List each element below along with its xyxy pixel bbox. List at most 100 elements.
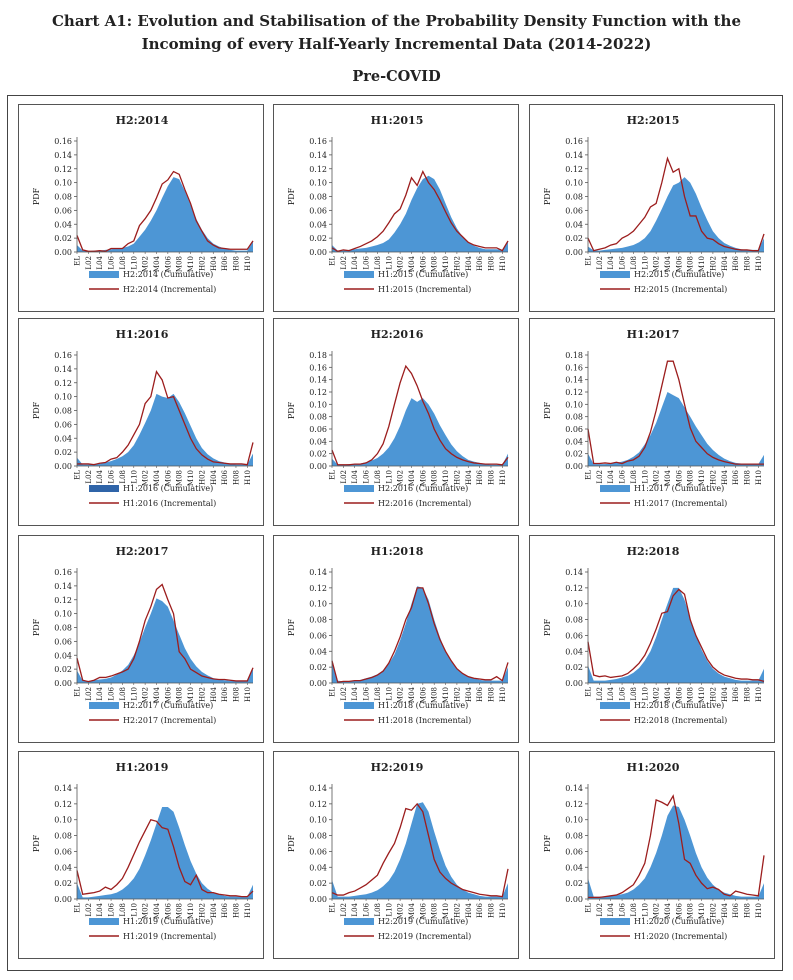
legend-incremental-label: H1:2015 (Incremental) — [378, 285, 471, 294]
y-tick-label: 0.08 — [309, 832, 327, 841]
x-tick-label: L04 — [351, 469, 359, 483]
y-tick-label: 0.04 — [54, 220, 72, 229]
y-tick-label: 0.10 — [54, 393, 72, 402]
y-tick-label: 0.14 — [565, 151, 583, 160]
legend-cumulative-label: H2:2019 (Cumulative) — [378, 917, 468, 926]
y-tick-label: 0.08 — [565, 413, 583, 422]
x-tick-label: H02 — [198, 687, 206, 702]
x-tick-label: L08 — [374, 687, 382, 701]
panel-title: H1:2020 — [627, 761, 680, 774]
y-tick-label: 0.00 — [54, 895, 72, 904]
x-tick-label: L06 — [363, 469, 371, 483]
y-tick-label: 0.00 — [309, 679, 327, 688]
legend-cumulative-swatch — [344, 702, 374, 709]
x-tick-label: M08 — [687, 470, 695, 486]
y-tick-label: 0.06 — [565, 631, 583, 640]
y-tick-label: 0.02 — [309, 450, 327, 459]
x-tick-label: H06 — [476, 255, 484, 271]
x-tick-label: L06 — [363, 686, 371, 700]
x-tick-label: M02 — [397, 256, 405, 272]
y-tick-label: 0.12 — [54, 596, 72, 605]
y-tick-label: 0.06 — [565, 206, 583, 215]
y-tick-label: 0.12 — [309, 584, 327, 593]
x-tick-label: M04 — [408, 902, 416, 919]
x-tick-label: M06 — [164, 469, 172, 486]
x-tick-label: H10 — [499, 470, 507, 485]
x-tick-label: L04 — [351, 902, 359, 916]
incremental-line — [76, 583, 254, 683]
x-tick-label: M02 — [142, 687, 150, 703]
y-tick-label: 0.12 — [309, 165, 327, 174]
y-tick-label: 0.12 — [565, 388, 583, 397]
x-tick-label: H02 — [453, 687, 461, 702]
y-tick-label: 0.06 — [309, 631, 327, 640]
panel-title: H2:2019 — [371, 761, 424, 774]
x-tick-label: M08 — [431, 256, 439, 272]
x-tick-label: L02 — [85, 256, 93, 270]
y-tick-label: 0.06 — [54, 637, 72, 646]
x-tick-label: H10 — [244, 256, 252, 271]
chart-panel-h1-2015: H1:2015 0.00 0.02 0.04 0.06 0.08 0.10 0.12 0.14 0… — [273, 104, 519, 312]
chart-svg: H2:2016 0.00 0.02 0.04 0.06 0.08 0.10 0.12 0.14 0… — [287, 328, 509, 508]
legend-cumulative-label: H2:2015 (Cumulative) — [634, 270, 724, 279]
x-tick-label: M02 — [653, 470, 661, 486]
y-tick-label: 0.14 — [309, 784, 327, 793]
x-tick-label: M08 — [687, 256, 695, 272]
x-tick-label: L10 — [130, 903, 138, 917]
x-tick-label: M06 — [675, 902, 683, 919]
x-tick-label: M10 — [187, 903, 195, 919]
x-tick-label: M06 — [675, 469, 683, 486]
x-tick-label: M06 — [675, 255, 683, 272]
y-tick-label: 0.08 — [54, 624, 72, 633]
x-tick-label: H06 — [732, 902, 740, 918]
x-tick-label: M08 — [176, 903, 184, 919]
y-tick-label: 0.02 — [54, 234, 72, 243]
x-tick-label: H04 — [210, 686, 218, 702]
x-tick-label: H02 — [453, 470, 461, 485]
y-tick-label: 0.04 — [565, 220, 583, 229]
legend-incremental-label: H2:2019 (Incremental) — [378, 932, 471, 941]
y-tick-label: 0.10 — [565, 179, 583, 188]
panel-title: H1:2017 — [627, 328, 680, 341]
legend-cumulative-swatch — [89, 271, 119, 278]
y-axis-label: PDF — [287, 618, 296, 636]
x-tick-label: H04 — [721, 255, 729, 271]
x-tick-label: M06 — [419, 469, 427, 486]
x-tick-label: H02 — [198, 256, 206, 271]
x-tick-label: H04 — [721, 469, 729, 485]
y-tick-label: 0.04 — [309, 220, 327, 229]
x-tick-label: L08 — [374, 903, 382, 917]
x-tick-label: M02 — [653, 256, 661, 272]
x-tick-label: H10 — [755, 256, 763, 271]
legend-incremental-label: H2:2016 (Incremental) — [378, 499, 471, 508]
cumulative-area — [77, 598, 253, 683]
x-tick-label: H08 — [743, 687, 751, 702]
y-tick-label: 0.02 — [565, 663, 583, 672]
panel-title: H1:2015 — [371, 114, 424, 127]
x-tick-label: L02 — [340, 470, 348, 484]
y-tick-label: 0.02 — [54, 665, 72, 674]
x-tick-label: H02 — [198, 903, 206, 918]
x-tick-label: H02 — [709, 903, 717, 918]
chart-panel-h2-2018: H2:2018 0.00 0.02 0.04 0.06 0.08 0.10 0.12 0.14 P… — [529, 535, 775, 743]
x-tick-label: H08 — [487, 470, 495, 485]
incremental-line — [587, 588, 765, 683]
x-tick-label: EL — [74, 256, 82, 266]
x-tick-label: H08 — [487, 687, 495, 702]
x-tick-label: L06 — [619, 469, 627, 483]
y-tick-label: 0.18 — [309, 351, 327, 360]
y-tick-label: 0.14 — [54, 365, 72, 374]
x-tick-label: H04 — [465, 469, 473, 485]
x-tick-label: EL — [585, 256, 593, 266]
x-tick-label: M08 — [431, 470, 439, 486]
y-tick-label: 0.10 — [54, 610, 72, 619]
cumulative-area — [332, 175, 508, 252]
legend-cumulative-label: H1:2018 (Cumulative) — [378, 701, 468, 710]
x-tick-label: H08 — [743, 470, 751, 485]
y-tick-label: 0.06 — [54, 206, 72, 215]
cumulative-area — [332, 586, 508, 683]
y-axis-label: PDF — [287, 834, 296, 852]
x-tick-label: H10 — [244, 687, 252, 702]
x-tick-label: H04 — [721, 686, 729, 702]
chart-svg: H1:2019 0.00 0.02 0.04 0.06 0.08 0.10 0.12 0.14 P… — [32, 761, 254, 941]
